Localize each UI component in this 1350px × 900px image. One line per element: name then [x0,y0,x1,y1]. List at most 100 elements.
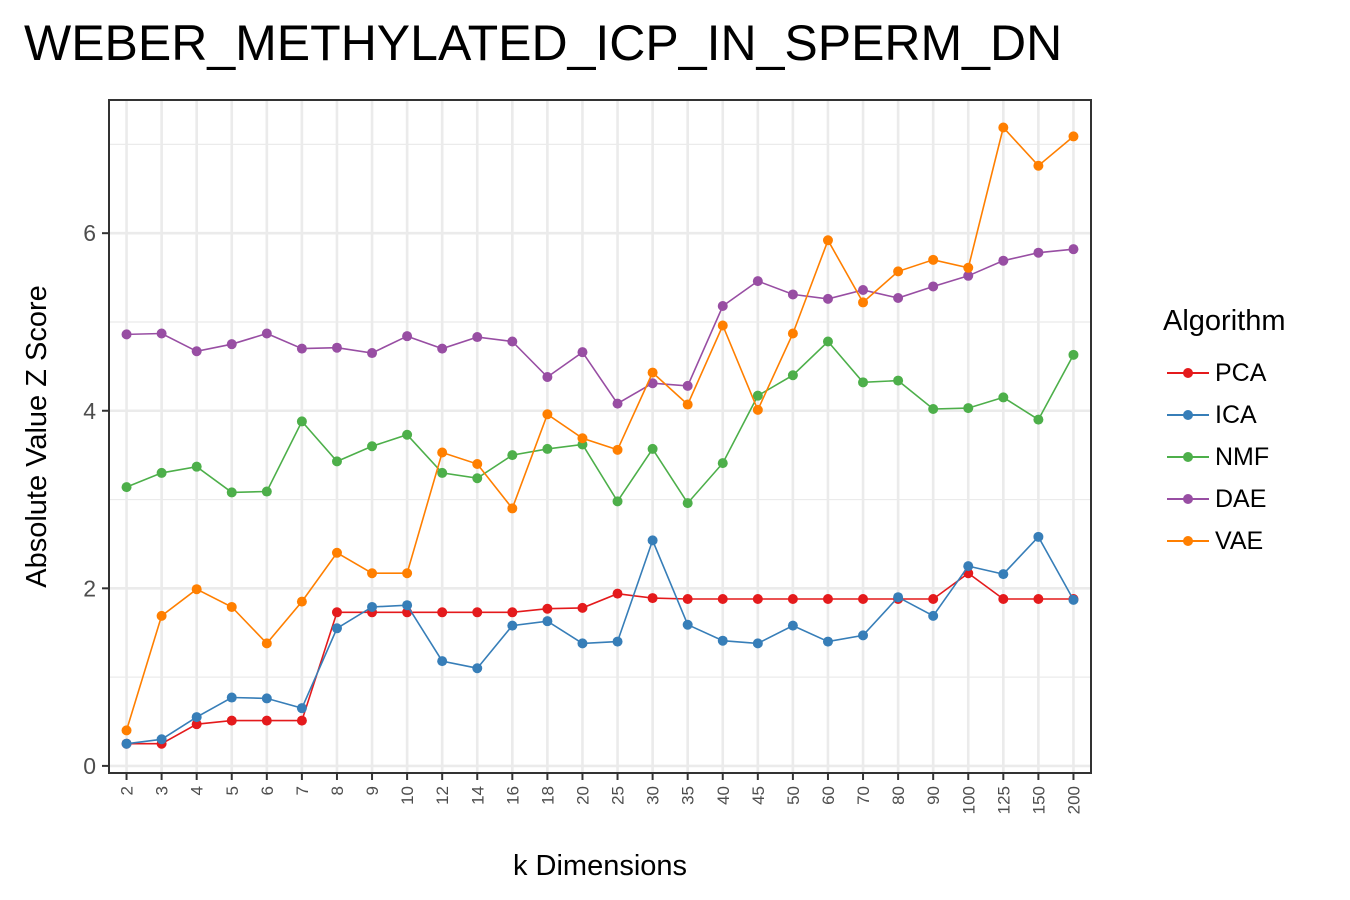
data-point-ica [191,712,202,723]
x-tick-label: 25 [609,786,628,805]
data-point-dae [331,342,342,353]
data-point-pca [261,715,272,726]
data-point-pca [647,593,658,604]
series-line-vae [125,125,1075,731]
data-point-nmf [787,370,798,381]
data-point-dae [928,281,939,292]
series-line-nmf [126,340,1075,505]
x-tick-label: 6 [258,786,277,795]
data-point-ica [542,616,553,627]
data-point-pca [998,593,1009,604]
data-point-dae [858,285,869,296]
series-line-dae [126,248,1074,405]
data-point-nmf [402,429,413,440]
data-point-nmf [822,336,833,347]
data-point-ica [787,620,798,631]
legend-items: PCA ICA NMF DAE VAE [1163,352,1286,562]
x-tick-label: 125 [994,786,1013,814]
data-point-pca [752,593,763,604]
legend-item-vae: VAE [1163,520,1286,562]
data-point-ica [121,738,132,749]
data-point-ica [226,692,237,703]
data-point-ica [858,630,869,641]
series-vae [121,122,1079,736]
data-point-dae [963,270,974,281]
data-point-ica [752,638,763,649]
x-tick-label: 40 [714,786,733,805]
data-point-dae [542,372,553,383]
data-point-vae [226,601,237,612]
legend-item-pca: PCA [1163,352,1286,394]
data-point-nmf [647,443,658,454]
data-point-dae [156,328,167,339]
x-tick-label: 7 [293,786,312,795]
data-point-pca [296,715,307,726]
data-point-vae [296,596,307,607]
series-layer [121,122,1079,749]
legend-title: Algorithm [1163,305,1286,337]
data-point-pca [472,607,483,618]
legend-label-vae: VAE [1215,526,1264,555]
legend-item-ica: ICA [1163,394,1286,436]
data-point-pca [717,593,728,604]
data-point-dae [752,276,763,287]
data-point-dae [121,329,132,340]
legend-label-dae: DAE [1215,484,1267,513]
data-point-nmf [717,458,728,469]
data-point-dae [191,346,202,357]
legend-label-pca: PCA [1215,358,1267,387]
data-point-vae [261,638,272,649]
data-point-ica [647,535,658,546]
x-tick-label: 35 [679,786,698,805]
data-point-vae [156,610,167,621]
x-tick-label: 100 [959,786,978,814]
data-point-nmf [998,392,1009,403]
data-point-dae [717,300,728,311]
data-point-vae [331,547,342,558]
y-tick-label: 2 [83,575,96,601]
y-tick-label: 4 [83,398,96,424]
data-point-pca [612,588,623,599]
data-point-pca [437,607,448,618]
data-point-ica [612,636,623,647]
x-tick-label: 200 [1064,786,1083,814]
data-point-ica [472,663,483,674]
data-point-vae [542,409,553,420]
data-point-vae [998,122,1009,133]
data-point-nmf [367,441,378,452]
x-tick-label: 150 [1029,786,1048,814]
data-point-dae [437,343,448,354]
data-point-nmf [893,375,904,386]
data-point-vae [612,444,623,455]
data-point-vae [822,235,833,246]
data-point-nmf [296,416,307,427]
data-point-nmf [752,390,763,401]
data-point-vae [928,254,939,265]
data-point-pca [577,602,588,613]
data-point-vae [647,367,658,378]
data-point-ica [367,601,378,612]
x-tick-label: 30 [644,786,663,805]
data-point-dae [261,328,272,339]
data-point-pca [787,593,798,604]
data-point-pca [1033,593,1044,604]
data-point-dae [472,332,483,343]
x-tick-label: 4 [188,786,207,795]
x-tick-label: 3 [153,786,172,795]
data-point-ica [437,656,448,667]
data-point-ica [963,561,974,572]
data-point-ica [682,619,693,630]
data-point-nmf [121,482,132,493]
data-point-nmf [472,473,483,484]
data-point-pca [858,593,869,604]
x-tick-label: 14 [468,786,487,805]
data-point-pca [191,719,202,730]
x-tick-label: 70 [854,786,873,805]
data-point-ica [156,734,167,745]
x-tick-label: 9 [363,786,382,795]
data-point-vae [402,568,413,579]
data-point-dae [1068,244,1079,255]
data-point-ica [331,623,342,634]
data-point-ica [402,600,413,611]
